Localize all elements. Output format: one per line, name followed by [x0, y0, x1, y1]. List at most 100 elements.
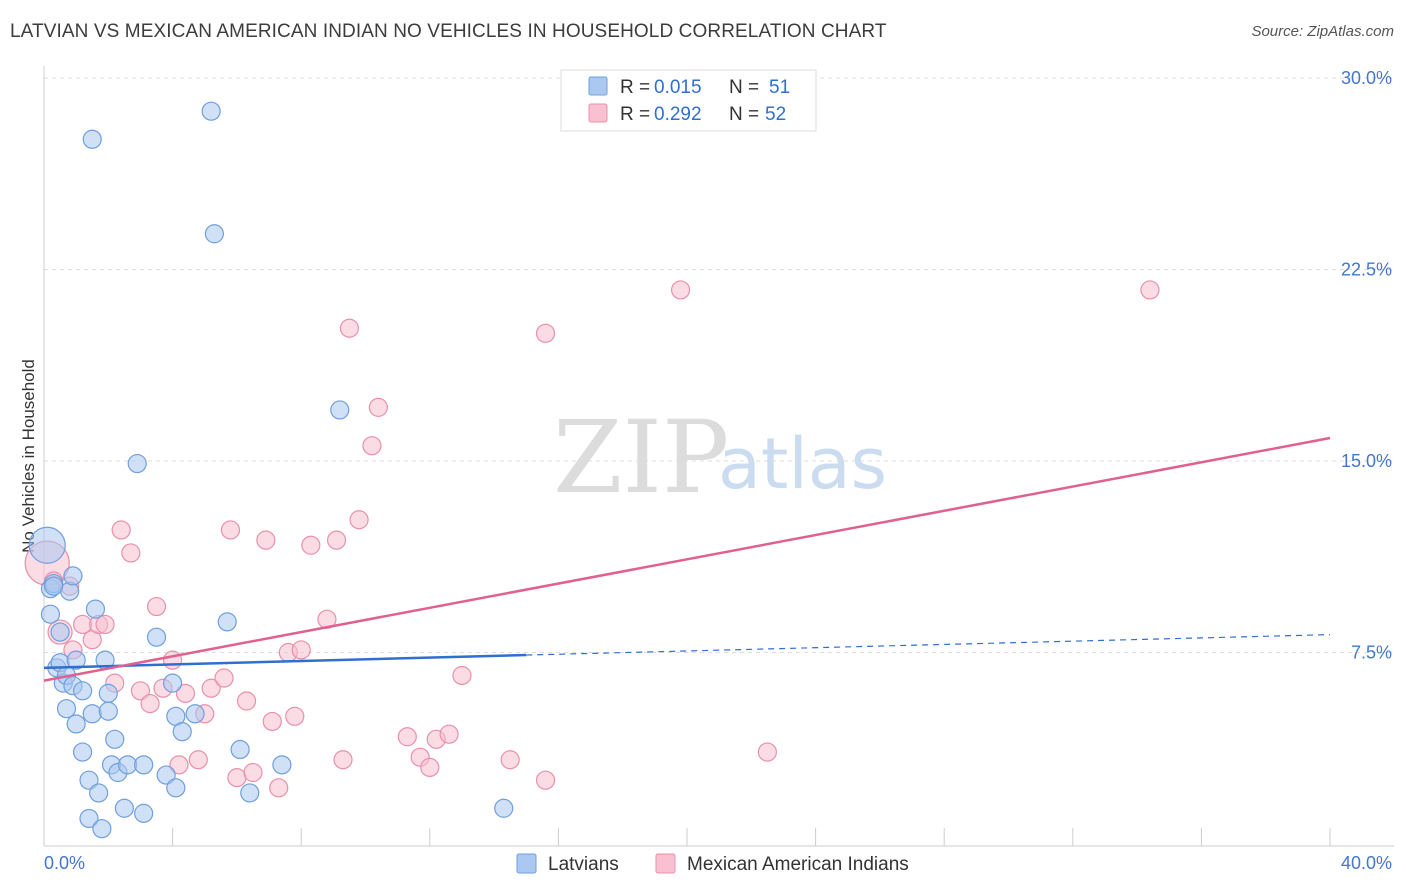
data-point [227, 768, 247, 788]
data-point [500, 750, 520, 770]
data-point [291, 640, 311, 660]
legend-n-value: 51 [769, 77, 790, 98]
data-point [757, 742, 777, 762]
data-point [166, 778, 186, 798]
data-point [79, 770, 99, 790]
data-point [330, 400, 350, 420]
data-point [146, 627, 167, 647]
data-point [85, 599, 106, 619]
data-point [670, 280, 691, 300]
axes [43, 66, 1394, 847]
source-credit: Source: ZipAtlas.com [1251, 23, 1394, 40]
data-point [362, 436, 382, 456]
data-point [1140, 280, 1160, 300]
legend-r-value: 0.292 [654, 104, 702, 125]
data-point [285, 706, 305, 726]
data-point [79, 808, 99, 829]
data-point [201, 101, 221, 121]
data-point [98, 701, 118, 721]
x-tick-labels: 0.0% 40.0% [44, 853, 1392, 873]
data-point [72, 681, 93, 701]
data-point [175, 683, 196, 703]
data-point [98, 683, 118, 703]
y-tick-labels: 7.5% 15.0% 22.5% 30.0% [1341, 68, 1392, 663]
gridlines [44, 77, 1394, 653]
data-point [44, 576, 64, 596]
data-point [301, 535, 321, 555]
data-point [230, 739, 250, 760]
watermark-zip: ZIP [553, 399, 729, 516]
data-point [40, 604, 61, 624]
legend-swatch-latvians [516, 853, 537, 874]
data-point [130, 681, 151, 701]
data-point [169, 755, 189, 775]
legend-swatch-mexican [588, 103, 608, 123]
data-point [89, 783, 109, 803]
data-point [134, 755, 154, 775]
data-point [140, 693, 160, 714]
data-point [95, 614, 115, 635]
y-tick-label: 30.0% [1341, 68, 1392, 88]
legend-label-mexican: Mexican American Indians [687, 854, 909, 875]
data-point [349, 510, 369, 530]
data-point [63, 566, 83, 586]
data-point [28, 526, 66, 564]
data-point [240, 783, 260, 803]
data-point [50, 622, 70, 642]
data-point [217, 612, 237, 632]
data-point [134, 803, 154, 823]
data-point [92, 819, 112, 839]
data-point [105, 729, 125, 749]
data-point [272, 755, 292, 775]
x-tick-label: 0.0% [44, 853, 85, 873]
data-point [535, 323, 556, 343]
data-point [339, 318, 360, 338]
legend-label-latvians: Latvians [548, 854, 619, 875]
legend-n-label: N = [729, 104, 759, 125]
legend-swatch-mexican [655, 853, 676, 874]
data-point [326, 530, 347, 550]
data-point [111, 520, 131, 540]
legend-top: R = 0.015 N = 51 R = 0.292 N = 52 [560, 69, 817, 132]
legend-swatch-latvians [588, 76, 608, 96]
trend-line-mexican [43, 436, 1331, 682]
data-point [256, 530, 276, 550]
data-point [127, 453, 147, 474]
chart-title: LATVIAN VS MEXICAN AMERICAN INDIAN NO VE… [10, 21, 887, 42]
data-point [72, 614, 93, 635]
watermark-atlas: atlas [718, 423, 887, 505]
legend-n-label: N = [729, 77, 759, 98]
data-point [269, 778, 289, 798]
legend-r-label: R = [620, 104, 650, 125]
data-point [185, 704, 205, 724]
data-point [66, 650, 86, 670]
data-point [535, 770, 556, 790]
data-point [397, 727, 417, 747]
data-point [368, 397, 388, 417]
data-point [121, 543, 141, 563]
data-point [66, 714, 86, 734]
data-point [201, 678, 221, 698]
trend-lines [43, 436, 1331, 682]
y-tick-label: 15.0% [1341, 451, 1392, 471]
data-point [56, 699, 77, 719]
data-point [114, 798, 134, 818]
data-point [204, 224, 224, 244]
data-point [333, 750, 353, 770]
data-point [236, 691, 257, 711]
data-point [172, 722, 192, 742]
data-point [494, 798, 514, 818]
data-point [243, 762, 263, 783]
data-point [220, 520, 241, 540]
y-tick-label: 22.5% [1341, 260, 1392, 280]
data-point [82, 129, 102, 149]
data-point [188, 750, 208, 770]
legend-r-value: 0.015 [654, 77, 702, 98]
legend-r-label: R = [620, 77, 650, 98]
data-point [262, 711, 282, 732]
data-point [439, 724, 459, 744]
data-point [117, 755, 138, 775]
data-point [214, 668, 234, 688]
data-point [156, 765, 176, 785]
